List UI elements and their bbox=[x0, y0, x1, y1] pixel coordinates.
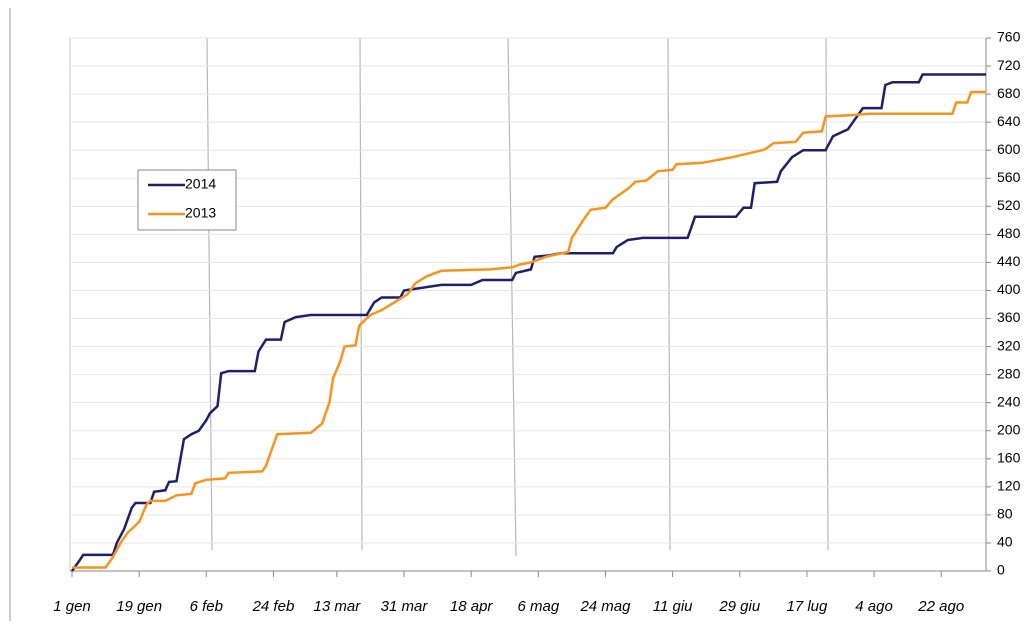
y-tick-label: 40 bbox=[997, 534, 1013, 550]
decor-line bbox=[206, 37, 213, 551]
y-tick-label: 320 bbox=[997, 337, 1021, 353]
x-tick-label: 11 giu bbox=[653, 598, 693, 615]
x-tick-label: 31 mar bbox=[381, 598, 429, 615]
x-tick-label: 24 mag bbox=[579, 598, 631, 615]
y-tick-label: 160 bbox=[997, 449, 1021, 465]
series-line bbox=[72, 90, 986, 569]
y-tick-label: 720 bbox=[997, 57, 1021, 73]
decor-line bbox=[825, 37, 829, 551]
y-tick-label: 0 bbox=[997, 562, 1005, 578]
x-tick-label: 22 ago bbox=[917, 598, 964, 615]
y-tick-label: 560 bbox=[997, 169, 1021, 185]
y-tick-label: 760 bbox=[997, 29, 1021, 45]
x-tick-label: 6 mag bbox=[517, 598, 559, 615]
y-tick-label: 480 bbox=[997, 225, 1021, 241]
x-tick-label: 6 feb bbox=[190, 598, 223, 615]
legend-label: 2014 bbox=[185, 176, 216, 192]
x-tick-label: 18 apr bbox=[450, 598, 494, 615]
decor-lines bbox=[206, 37, 829, 557]
x-tick-label: 4 ago bbox=[855, 598, 893, 615]
y-tick-label: 80 bbox=[997, 506, 1013, 522]
y-tick-label: 120 bbox=[997, 478, 1021, 494]
decor-line bbox=[507, 37, 517, 557]
y-tick-label: 640 bbox=[997, 113, 1021, 129]
y-tick-label: 200 bbox=[997, 421, 1021, 437]
y-tick-label: 440 bbox=[997, 253, 1021, 269]
y-tick-label: 360 bbox=[997, 309, 1021, 325]
y-tick-label: 280 bbox=[997, 365, 1021, 381]
x-tick-label: 29 giu bbox=[718, 598, 761, 615]
decor-line bbox=[667, 37, 671, 551]
x-tick-label: 19 gen bbox=[116, 598, 162, 615]
legend-label: 2013 bbox=[185, 205, 216, 221]
y-tick-label: 240 bbox=[997, 393, 1021, 409]
y-tick-label: 400 bbox=[997, 281, 1021, 297]
legend-box bbox=[137, 169, 237, 231]
y-tick-label: 680 bbox=[997, 85, 1021, 101]
y-tick-label: 520 bbox=[997, 197, 1021, 213]
decor-line bbox=[359, 37, 363, 551]
x-tick-label: 17 lug bbox=[786, 598, 828, 615]
series-line bbox=[70, 73, 986, 572]
x-tick-label: 24 feb bbox=[252, 598, 295, 615]
y-tick-label: 600 bbox=[997, 141, 1021, 157]
x-tick-label: 1 gen bbox=[53, 598, 91, 615]
x-tick-label: 13 mar bbox=[314, 598, 362, 615]
